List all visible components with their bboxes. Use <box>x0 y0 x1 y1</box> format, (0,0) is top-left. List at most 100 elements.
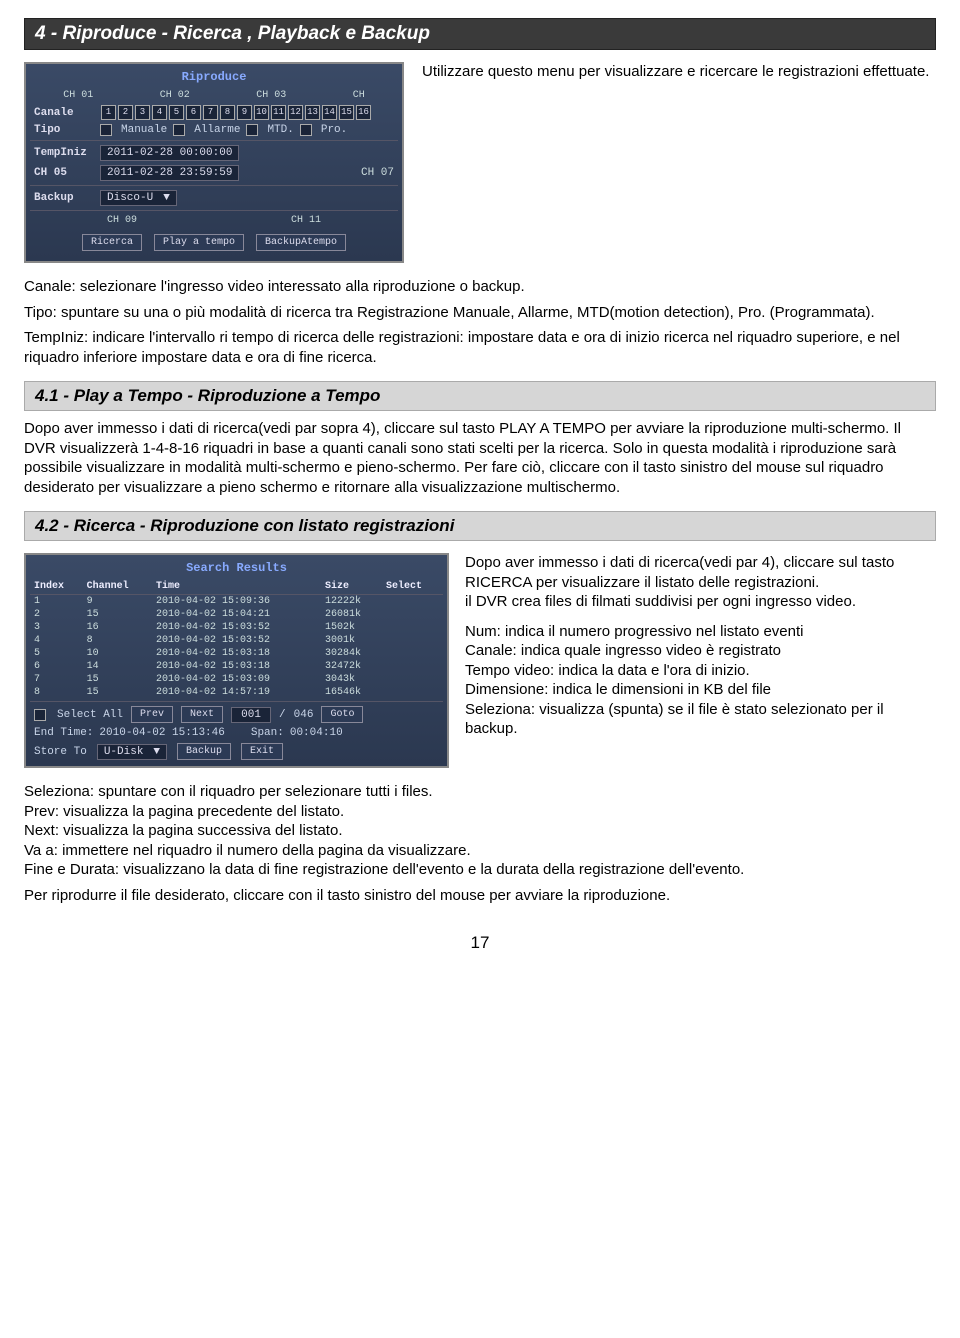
dvr2-title: Search Results <box>30 559 443 579</box>
dvr2-storeto-dropdown[interactable]: U-Disk ▼ <box>97 744 167 760</box>
table-row[interactable]: 192010-04-02 15:09:3612222k <box>30 595 443 609</box>
table-cell: 15 <box>83 673 152 686</box>
dvr1-ch[interactable]: 6 <box>186 105 201 120</box>
checkbox-icon[interactable] <box>246 124 258 136</box>
intro-text: Utilizzare questo menu per visualizzare … <box>422 62 929 82</box>
table-cell <box>382 634 443 647</box>
table-cell: 1 <box>30 595 83 609</box>
table-cell: 32472k <box>321 660 382 673</box>
dvr2-next-button[interactable]: Next <box>181 706 223 723</box>
table-row[interactable]: 2152010-04-02 15:04:2126081k <box>30 608 443 621</box>
table-cell <box>382 608 443 621</box>
table-row[interactable]: 7152010-04-02 15:03:093043k <box>30 673 443 686</box>
table-cell <box>382 647 443 660</box>
dvr2-storeto-value: U-Disk <box>104 746 144 758</box>
section-4-2-header: 4.2 - Ricerca - Riproduzione con listato… <box>24 511 936 541</box>
dvr1-top-ch: CH 02 <box>160 90 190 101</box>
dvr1-ch[interactable]: 12 <box>288 105 303 120</box>
dvr2-span-label: Span: <box>251 727 284 739</box>
dvr1-ricerca-button[interactable]: Ricerca <box>82 234 142 251</box>
dvr1-ch[interactable]: 8 <box>220 105 235 120</box>
dvr1-ch05-label: CH 05 <box>34 167 94 179</box>
dvr1-ch[interactable]: 14 <box>322 105 337 120</box>
dvr2-col-time: Time <box>152 579 321 595</box>
dvr1-backup-value: Disco-U <box>107 192 153 204</box>
dvr2-col-size: Size <box>321 579 382 595</box>
dvr1-tempiniz-label: TempIniz <box>34 147 94 159</box>
dvr1-tempiniz-value[interactable]: 2011-02-28 00:00:00 <box>100 145 239 161</box>
table-row[interactable]: 482010-04-02 15:03:523001k <box>30 634 443 647</box>
table-row[interactable]: 3162010-04-02 15:03:521502k <box>30 621 443 634</box>
dvr1-tipo-opt: MTD. <box>267 124 293 136</box>
table-cell: 2 <box>30 608 83 621</box>
table-row[interactable]: 6142010-04-02 15:03:1832472k <box>30 660 443 673</box>
dvr1-ch[interactable]: 16 <box>356 105 371 120</box>
section-4-2-footer: Seleziona: spuntare con il riquadro per … <box>24 782 936 905</box>
dvr1-top-channels: CH 01 CH 02 CH 03 CH <box>30 88 398 103</box>
dvr1-backup-label: Backup <box>34 192 94 204</box>
dvr2-goto-button[interactable]: Goto <box>321 706 363 723</box>
dvr1-ch[interactable]: 13 <box>305 105 320 120</box>
table-cell: 7 <box>30 673 83 686</box>
dvr1-ch[interactable]: 10 <box>254 105 269 120</box>
dvr1-backup-tempo-button[interactable]: BackupAtempo <box>256 234 346 251</box>
dvr2-select-all-label: Select All <box>57 709 123 721</box>
dvr1-channel-boxes[interactable]: 12345678910111213141516 <box>100 105 372 120</box>
table-cell: 5 <box>30 647 83 660</box>
dvr2-prev-button[interactable]: Prev <box>131 706 173 723</box>
table-cell: 2010-04-02 15:09:36 <box>152 595 321 609</box>
table-row[interactable]: 5102010-04-02 15:03:1830284k <box>30 647 443 660</box>
table-cell: 8 <box>30 686 83 699</box>
dvr1-backup-dropdown[interactable]: Disco-U ▼ <box>100 190 177 206</box>
dvr2-backup-button[interactable]: Backup <box>177 743 231 760</box>
dvr1-ch[interactable]: 11 <box>271 105 286 120</box>
table-cell: 16546k <box>321 686 382 699</box>
dvr2-col-index: Index <box>30 579 83 595</box>
dvr2-page-total: 046 <box>294 709 314 721</box>
body-p1: Canale: selezionare l'ingresso video int… <box>24 277 936 297</box>
table-cell <box>382 595 443 609</box>
s42-footer-p2: Per riprodurre il file desiderato, clicc… <box>24 886 936 906</box>
checkbox-icon[interactable] <box>34 709 46 721</box>
dvr1-tipo-opt: Allarme <box>194 124 240 136</box>
dvr1-ch[interactable]: 7 <box>203 105 218 120</box>
dvr1-tipo-opt: Manuale <box>121 124 167 136</box>
dvr1-ch[interactable]: 3 <box>135 105 150 120</box>
dvr1-ch05-value[interactable]: 2011-02-28 23:59:59 <box>100 165 239 181</box>
table-cell: 10 <box>83 647 152 660</box>
table-cell: 4 <box>30 634 83 647</box>
table-cell: 16 <box>83 621 152 634</box>
checkbox-icon[interactable] <box>173 124 185 136</box>
dvr1-ch[interactable]: 9 <box>237 105 252 120</box>
dvr1-ch[interactable]: 4 <box>152 105 167 120</box>
dvr2-span-value: 00:04:10 <box>290 727 343 739</box>
s42-side-p2: Num: indica il numero progressivo nel li… <box>465 622 936 739</box>
dvr1-ch[interactable]: 2 <box>118 105 133 120</box>
dvr1-ch[interactable]: 1 <box>101 105 116 120</box>
page-header: 4 - Riproduce - Ricerca , Playback e Bac… <box>24 18 936 50</box>
dvr2-page-current[interactable]: 001 <box>231 707 271 723</box>
dvr1-ch[interactable]: 15 <box>339 105 354 120</box>
body-p3: TempIniz: indicare l'intervallo ri tempo… <box>24 328 936 367</box>
table-cell: 2010-04-02 15:03:52 <box>152 634 321 647</box>
table-cell: 2010-04-02 15:03:18 <box>152 647 321 660</box>
chevron-down-icon: ▼ <box>163 192 170 204</box>
table-row[interactable]: 8152010-04-02 14:57:1916546k <box>30 686 443 699</box>
table-cell: 30284k <box>321 647 382 660</box>
dvr1-ch[interactable]: 5 <box>169 105 184 120</box>
dvr1-top-ch: CH <box>353 90 365 101</box>
dvr1-top-ch: CH 03 <box>256 90 286 101</box>
checkbox-icon[interactable] <box>300 124 312 136</box>
dvr1-bottom-channels: CH 09 CH 11 <box>30 213 398 228</box>
dvr2-endtime-label: End Time: <box>34 727 93 739</box>
checkbox-icon[interactable] <box>100 124 112 136</box>
section-4-1-text: Dopo aver immesso i dati di ricerca(vedi… <box>24 419 936 497</box>
section-4-2-side-text: Dopo aver immesso i dati di ricerca(vedi… <box>465 553 936 749</box>
riproduce-screenshot: Riproduce CH 01 CH 02 CH 03 CH Canale 12… <box>24 62 404 263</box>
table-cell <box>382 673 443 686</box>
dvr2-table: Index Channel Time Size Select 192010-04… <box>30 579 443 699</box>
table-cell <box>382 621 443 634</box>
dvr2-exit-button[interactable]: Exit <box>241 743 283 760</box>
dvr1-play-tempo-button[interactable]: Play a tempo <box>154 234 244 251</box>
table-cell: 3043k <box>321 673 382 686</box>
